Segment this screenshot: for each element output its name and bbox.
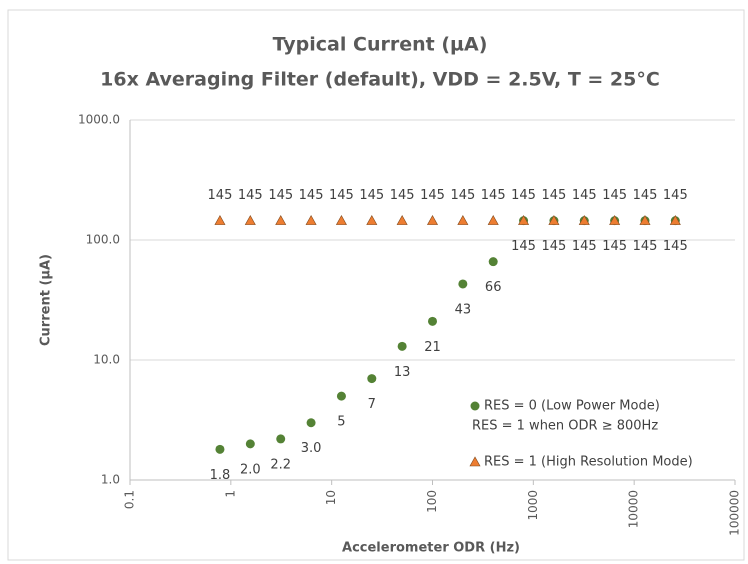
data-label: 5 bbox=[337, 415, 345, 430]
data-label: 145 bbox=[359, 188, 384, 203]
y-tick-label: 100.0 bbox=[86, 233, 120, 247]
y-tick-label: 1.0 bbox=[101, 473, 120, 487]
point bbox=[335, 215, 347, 225]
x-tick-label: 100000 bbox=[728, 490, 742, 536]
point bbox=[275, 215, 287, 225]
data-label: 145 bbox=[633, 188, 658, 203]
point bbox=[367, 374, 377, 384]
data-label: 145 bbox=[299, 188, 324, 203]
data-label: 145 bbox=[238, 188, 263, 203]
data-label: 21 bbox=[424, 340, 441, 355]
data-label: 13 bbox=[394, 365, 411, 380]
point bbox=[366, 215, 378, 225]
legend-marker bbox=[470, 401, 480, 411]
point bbox=[306, 418, 316, 428]
x-tick-label: 1000 bbox=[526, 490, 540, 521]
point bbox=[397, 341, 407, 351]
data-label: 145 bbox=[208, 188, 233, 203]
point bbox=[518, 215, 530, 225]
data-label: 145 bbox=[390, 188, 415, 203]
legend-marker bbox=[469, 456, 481, 467]
data-label: 1.8 bbox=[210, 468, 231, 483]
x-tick-label: 1 bbox=[223, 490, 237, 498]
data-label: 43 bbox=[455, 302, 472, 317]
point bbox=[548, 215, 560, 225]
data-label: 145 bbox=[663, 239, 688, 254]
point bbox=[396, 215, 408, 225]
data-label: 145 bbox=[572, 239, 597, 254]
y-tick-label: 1000.0 bbox=[78, 113, 120, 127]
y-tick-label: 10.0 bbox=[93, 353, 120, 367]
data-label: 145 bbox=[329, 188, 354, 203]
point bbox=[487, 215, 499, 225]
point bbox=[457, 215, 469, 225]
data-label: 145 bbox=[420, 188, 445, 203]
x-tick-label: 0.1 bbox=[123, 490, 137, 509]
point bbox=[214, 215, 226, 225]
data-label: 145 bbox=[602, 239, 627, 254]
data-label: 145 bbox=[602, 188, 627, 203]
point bbox=[336, 391, 346, 401]
x-tick-label: 10 bbox=[324, 490, 338, 505]
point bbox=[669, 215, 681, 225]
point bbox=[426, 215, 439, 225]
y-axis-title: Current (µA) bbox=[39, 254, 54, 346]
data-label: 2.2 bbox=[270, 457, 291, 472]
chart-subtitle: 16x Averaging Filter (default), VDD = 2.… bbox=[100, 69, 660, 91]
chart-title: Typical Current (µA) bbox=[273, 34, 488, 56]
x-axis-title: Accelerometer ODR (Hz) bbox=[342, 541, 520, 556]
chart-border bbox=[7, 9, 745, 561]
point bbox=[245, 439, 255, 449]
point bbox=[639, 215, 651, 225]
data-label: 2.0 bbox=[240, 462, 261, 477]
data-label: 145 bbox=[481, 188, 506, 203]
data-label: 145 bbox=[511, 188, 536, 203]
data-label: 145 bbox=[268, 188, 293, 203]
point bbox=[276, 434, 286, 444]
data-label: 66 bbox=[485, 280, 502, 295]
point bbox=[244, 215, 256, 225]
data-label: 145 bbox=[572, 188, 597, 203]
point bbox=[578, 215, 590, 225]
point bbox=[428, 316, 437, 326]
data-label: 145 bbox=[663, 188, 688, 203]
data-label: 145 bbox=[450, 188, 475, 203]
legend-label: RES = 0 (Low Power Mode) bbox=[484, 399, 660, 414]
legend-note: RES = 1 when ODR ≥ 800Hz bbox=[472, 419, 658, 434]
data-label: 145 bbox=[542, 188, 567, 203]
data-label: 145 bbox=[542, 239, 567, 254]
data-label: 7 bbox=[368, 397, 376, 412]
data-label: 3.0 bbox=[301, 441, 322, 456]
point bbox=[488, 257, 498, 267]
x-tick-label: 100 bbox=[425, 490, 439, 513]
point bbox=[305, 215, 317, 225]
legend-label: RES = 1 (High Resolution Mode) bbox=[484, 455, 693, 470]
data-label: 145 bbox=[633, 239, 658, 254]
x-tick-label: 10000 bbox=[627, 490, 641, 528]
data-label: 145 bbox=[511, 239, 536, 254]
point bbox=[215, 444, 225, 454]
point bbox=[609, 215, 621, 225]
point bbox=[458, 279, 468, 289]
